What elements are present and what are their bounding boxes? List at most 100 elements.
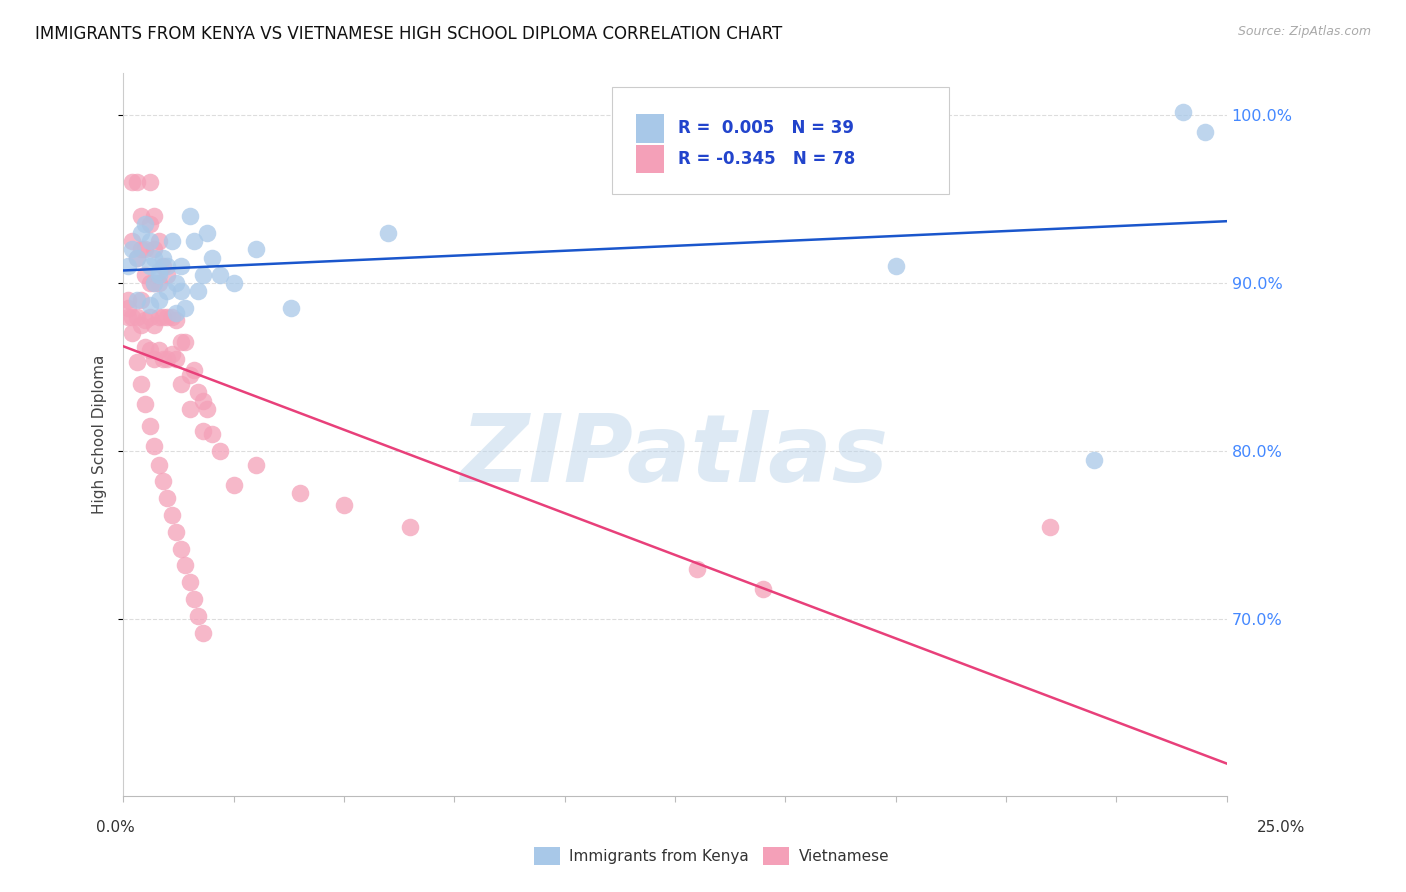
Point xyxy=(183,363,205,377)
Point xyxy=(143,276,166,290)
Point xyxy=(139,259,162,273)
Point xyxy=(129,226,152,240)
Point xyxy=(139,418,162,433)
Point xyxy=(179,402,201,417)
Point xyxy=(191,268,214,282)
Point xyxy=(148,276,170,290)
Text: R = -0.345   N = 78: R = -0.345 N = 78 xyxy=(678,150,855,168)
Point xyxy=(191,393,214,408)
Point xyxy=(245,458,267,472)
Point xyxy=(174,558,197,573)
Point xyxy=(148,268,170,282)
Text: Immigrants from Kenya: Immigrants from Kenya xyxy=(569,849,749,863)
Point xyxy=(125,251,148,265)
Point xyxy=(148,293,170,307)
Point xyxy=(156,259,179,273)
Y-axis label: High School Diploma: High School Diploma xyxy=(93,355,107,514)
Text: Vietnamese: Vietnamese xyxy=(799,849,889,863)
Point xyxy=(399,520,422,534)
Point xyxy=(152,259,174,273)
Point xyxy=(209,444,232,458)
Point xyxy=(139,217,162,231)
Point xyxy=(143,243,166,257)
Point xyxy=(156,310,179,324)
Point xyxy=(1171,104,1194,119)
Point xyxy=(125,310,148,324)
Point xyxy=(152,251,174,265)
Point xyxy=(152,310,174,324)
Point xyxy=(187,608,209,623)
Point xyxy=(143,318,166,332)
Text: R =  0.005   N = 39: R = 0.005 N = 39 xyxy=(678,120,853,137)
Point xyxy=(125,355,148,369)
Point xyxy=(884,259,907,273)
Point xyxy=(160,310,183,324)
Point xyxy=(245,243,267,257)
Point xyxy=(195,226,218,240)
Point xyxy=(129,293,152,307)
Text: Source: ZipAtlas.com: Source: ZipAtlas.com xyxy=(1237,25,1371,38)
Point xyxy=(139,343,162,358)
Point xyxy=(134,268,156,282)
Text: ZIPatlas: ZIPatlas xyxy=(461,410,889,502)
Point xyxy=(121,243,143,257)
Point xyxy=(174,334,197,349)
Point xyxy=(179,368,201,383)
Point xyxy=(686,562,709,576)
Point xyxy=(170,334,193,349)
Point xyxy=(1039,520,1062,534)
Point xyxy=(129,243,152,257)
Point xyxy=(333,498,356,512)
Point xyxy=(152,351,174,366)
Point xyxy=(170,259,193,273)
Point xyxy=(156,285,179,299)
Point xyxy=(129,318,152,332)
Point xyxy=(222,477,245,491)
Point xyxy=(195,402,218,417)
Point xyxy=(121,234,143,248)
Point xyxy=(148,310,170,324)
Point xyxy=(187,385,209,400)
Point xyxy=(183,592,205,607)
Point xyxy=(125,175,148,189)
Point xyxy=(200,251,222,265)
Text: IMMIGRANTS FROM KENYA VS VIETNAMESE HIGH SCHOOL DIPLOMA CORRELATION CHART: IMMIGRANTS FROM KENYA VS VIETNAMESE HIGH… xyxy=(35,25,782,43)
Point xyxy=(174,301,197,316)
Text: 0.0%: 0.0% xyxy=(96,821,135,835)
Point xyxy=(121,175,143,189)
Point xyxy=(134,243,156,257)
Point xyxy=(222,276,245,290)
Point xyxy=(134,313,156,327)
Point xyxy=(1083,452,1105,467)
Point xyxy=(117,310,139,324)
Point xyxy=(143,439,166,453)
Point xyxy=(134,217,156,231)
Point xyxy=(143,251,166,265)
Point xyxy=(134,397,156,411)
Point xyxy=(165,351,187,366)
Point xyxy=(148,234,170,248)
Point xyxy=(191,625,214,640)
Point xyxy=(134,340,156,354)
Point xyxy=(187,285,209,299)
Point xyxy=(139,276,162,290)
Point xyxy=(121,326,143,341)
Point xyxy=(183,234,205,248)
Point xyxy=(129,376,152,391)
Point xyxy=(200,427,222,442)
Point xyxy=(148,264,170,278)
Point xyxy=(191,424,214,438)
Point xyxy=(117,259,139,273)
Point xyxy=(143,209,166,223)
Point xyxy=(1194,125,1216,139)
Point xyxy=(117,301,139,316)
Point xyxy=(143,351,166,366)
Point xyxy=(152,475,174,489)
Point xyxy=(139,234,162,248)
Point xyxy=(139,175,162,189)
Point xyxy=(139,298,162,312)
Point xyxy=(148,343,170,358)
Point xyxy=(125,293,148,307)
Text: 25.0%: 25.0% xyxy=(1257,821,1305,835)
Point xyxy=(129,209,152,223)
